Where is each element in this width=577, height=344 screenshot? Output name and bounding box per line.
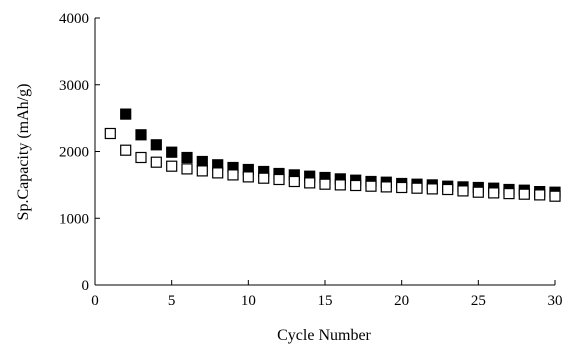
series-2-point-1 bbox=[104, 127, 116, 140]
series-2-point-23 bbox=[442, 183, 454, 196]
y-tick-label-2: 2000 bbox=[59, 145, 89, 161]
series-2-point-20 bbox=[396, 181, 408, 194]
x-tick-label-0: 0 bbox=[91, 293, 99, 309]
x-tick-label-5: 25 bbox=[471, 293, 486, 309]
series-2-point-10 bbox=[242, 171, 254, 183]
x-tick-label-4: 20 bbox=[394, 293, 409, 309]
series-2-point-13 bbox=[288, 175, 300, 188]
series-2-point-24 bbox=[457, 185, 469, 197]
x-axis-title: Cycle Number bbox=[277, 327, 371, 344]
x-tick-label-1: 5 bbox=[168, 293, 176, 309]
series-1-point-3 bbox=[150, 139, 162, 151]
series-2-point-28 bbox=[518, 188, 530, 200]
series-2-point-18 bbox=[365, 180, 377, 192]
series-2-point-8 bbox=[212, 167, 224, 179]
series-1-point-4 bbox=[166, 146, 178, 158]
series-1-point-1 bbox=[120, 108, 132, 120]
series-2-point-22 bbox=[426, 183, 438, 195]
x-tick-label-6: 30 bbox=[548, 293, 563, 309]
series-2-point-3 bbox=[135, 151, 147, 164]
y-tick-label-4: 4000 bbox=[59, 11, 89, 27]
series-2-point-4 bbox=[150, 156, 162, 168]
series-2-point-15 bbox=[319, 178, 331, 190]
series-2-point-29 bbox=[534, 189, 546, 201]
series-1-point-2 bbox=[135, 129, 147, 141]
series-2-point-11 bbox=[258, 172, 270, 184]
x-tick-label-3: 15 bbox=[318, 293, 333, 309]
x-tick-label-2: 10 bbox=[241, 293, 256, 309]
series-2-point-19 bbox=[380, 181, 392, 193]
series-2-point-16 bbox=[334, 179, 346, 191]
y-tick-label-3: 3000 bbox=[59, 78, 89, 94]
series-2-point-14 bbox=[304, 177, 316, 189]
series-2-point-30 bbox=[549, 190, 561, 202]
series-2-point-9 bbox=[227, 169, 239, 181]
series-2-point-26 bbox=[488, 187, 500, 199]
series-2-point-2 bbox=[120, 144, 132, 156]
y-axis-title: Sp.Capacity (mAh/g) bbox=[15, 84, 32, 221]
series-1-point-5 bbox=[181, 151, 193, 164]
series-2-point-6 bbox=[181, 163, 193, 175]
y-tick-label-1: 1000 bbox=[59, 211, 89, 227]
series-2-point-27 bbox=[503, 188, 515, 200]
series-2-point-17 bbox=[350, 179, 362, 192]
plot-area: 0 1000 2000 3000 4000 0 5 10 15 20 25 30 bbox=[59, 11, 563, 309]
series-2-point-25 bbox=[472, 186, 484, 198]
series-2-point-7 bbox=[196, 165, 208, 177]
series-2-point-21 bbox=[411, 182, 423, 194]
series-2-point-5 bbox=[166, 160, 178, 172]
y-tick-label-0: 0 bbox=[82, 278, 90, 294]
series-2-point-12 bbox=[273, 173, 285, 186]
series-1-point-6 bbox=[196, 155, 208, 168]
